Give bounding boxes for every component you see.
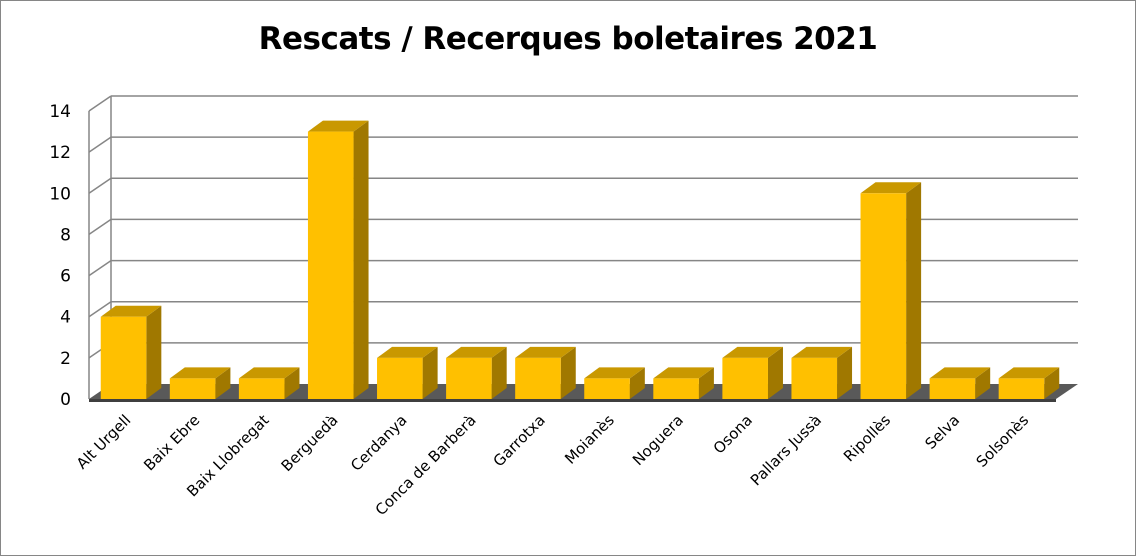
y-tick-14: 14 bbox=[49, 102, 71, 122]
category-label-6: Garrotxa bbox=[490, 411, 549, 470]
bars-layer bbox=[100, 120, 1060, 400]
bar-top-11 bbox=[860, 182, 922, 194]
bar-2 bbox=[238, 367, 300, 399]
bar-side-10 bbox=[837, 346, 853, 399]
bar-top-7 bbox=[584, 367, 645, 379]
bar-top-9 bbox=[722, 346, 783, 358]
bar-side-11 bbox=[906, 182, 922, 399]
bar-top-6 bbox=[515, 346, 576, 358]
gridline-side-8 bbox=[88, 218, 112, 236]
bar-front-12 bbox=[929, 378, 976, 399]
bar-top-2 bbox=[238, 367, 300, 379]
category-label-4: Cerdanya bbox=[347, 411, 411, 475]
gridline-side-6 bbox=[88, 259, 112, 277]
bar-side-13 bbox=[1044, 367, 1060, 399]
bar-1 bbox=[169, 367, 231, 399]
y-axis-ticks: 0 2 4 6 8 10 12 14 bbox=[49, 102, 71, 410]
bar-side-4 bbox=[422, 346, 438, 399]
bar-side-7 bbox=[629, 367, 645, 399]
bar-top-0 bbox=[100, 305, 162, 317]
bar-top-4 bbox=[377, 346, 438, 358]
bar-front-8 bbox=[653, 378, 699, 399]
bar-front-1 bbox=[169, 378, 216, 399]
category-label-12: Selva bbox=[922, 411, 964, 453]
bar-side-5 bbox=[491, 346, 507, 399]
bar-top-3 bbox=[307, 120, 369, 132]
bar-front-4 bbox=[377, 357, 423, 399]
bar-front-5 bbox=[446, 357, 492, 399]
bar-side-3 bbox=[353, 120, 369, 400]
bar-6 bbox=[515, 346, 576, 399]
bar-front-10 bbox=[791, 357, 838, 399]
floor-edge bbox=[89, 399, 1056, 402]
gridline-side-14 bbox=[88, 95, 112, 112]
category-label-9: Osona bbox=[710, 411, 756, 457]
y-tick-4: 4 bbox=[60, 308, 71, 328]
y-tick-12: 12 bbox=[49, 143, 71, 163]
bar-top-8 bbox=[653, 367, 714, 379]
bar-front-7 bbox=[584, 378, 630, 399]
bar-front-2 bbox=[238, 378, 285, 399]
category-label-0: Alt Urgell bbox=[73, 411, 135, 473]
chart-title: Rescats / Recerques boletaires 2021 bbox=[258, 21, 878, 57]
category-label-8: Noguera bbox=[629, 411, 687, 469]
bar-top-1 bbox=[169, 367, 231, 379]
bar-front-6 bbox=[515, 357, 561, 399]
bar-front-0 bbox=[100, 316, 147, 399]
bar-front-13 bbox=[998, 378, 1045, 399]
bar-side-0 bbox=[146, 305, 162, 399]
gridline-side-10 bbox=[88, 177, 112, 194]
grid-layer bbox=[88, 95, 1078, 399]
bar-side-12 bbox=[975, 367, 991, 399]
bar-4 bbox=[377, 346, 438, 399]
bar-front-11 bbox=[860, 193, 907, 399]
y-tick-2: 2 bbox=[60, 349, 71, 369]
bar-5 bbox=[446, 346, 507, 399]
category-label-11: Ripollès bbox=[840, 411, 894, 465]
category-label-3: Berguedà bbox=[278, 411, 342, 475]
bar-8 bbox=[653, 367, 714, 399]
bar-top-10 bbox=[791, 346, 853, 358]
bar-11 bbox=[860, 182, 922, 399]
y-tick-10: 10 bbox=[49, 184, 71, 204]
y-tick-6: 6 bbox=[60, 267, 71, 287]
y-tick-8: 8 bbox=[60, 225, 71, 245]
bar-side-1 bbox=[215, 367, 231, 399]
bar-side-9 bbox=[767, 346, 783, 399]
bar-0 bbox=[100, 305, 162, 399]
bar-side-6 bbox=[560, 346, 576, 399]
category-label-1: Baix Ebre bbox=[140, 411, 203, 474]
y-tick-0: 0 bbox=[60, 390, 71, 410]
bar-13 bbox=[998, 367, 1060, 399]
bar-10 bbox=[791, 346, 853, 399]
category-label-10: Pallars Jussà bbox=[747, 411, 825, 489]
bar-side-2 bbox=[284, 367, 300, 399]
bar-top-5 bbox=[446, 346, 507, 358]
gridline-side-12 bbox=[88, 136, 112, 153]
bar-top-12 bbox=[929, 367, 991, 379]
gridline-side-4 bbox=[88, 301, 112, 318]
bar-3 bbox=[307, 120, 369, 400]
category-label-13: Solsonès bbox=[973, 411, 1033, 471]
category-label-7: Moianès bbox=[561, 411, 618, 468]
bar-12 bbox=[929, 367, 991, 399]
bar-top-13 bbox=[998, 367, 1060, 379]
bar-front-9 bbox=[722, 357, 768, 399]
bar-9 bbox=[722, 346, 783, 399]
bar-side-8 bbox=[698, 367, 714, 399]
bar-7 bbox=[584, 367, 645, 399]
bar-front-3 bbox=[307, 131, 354, 400]
